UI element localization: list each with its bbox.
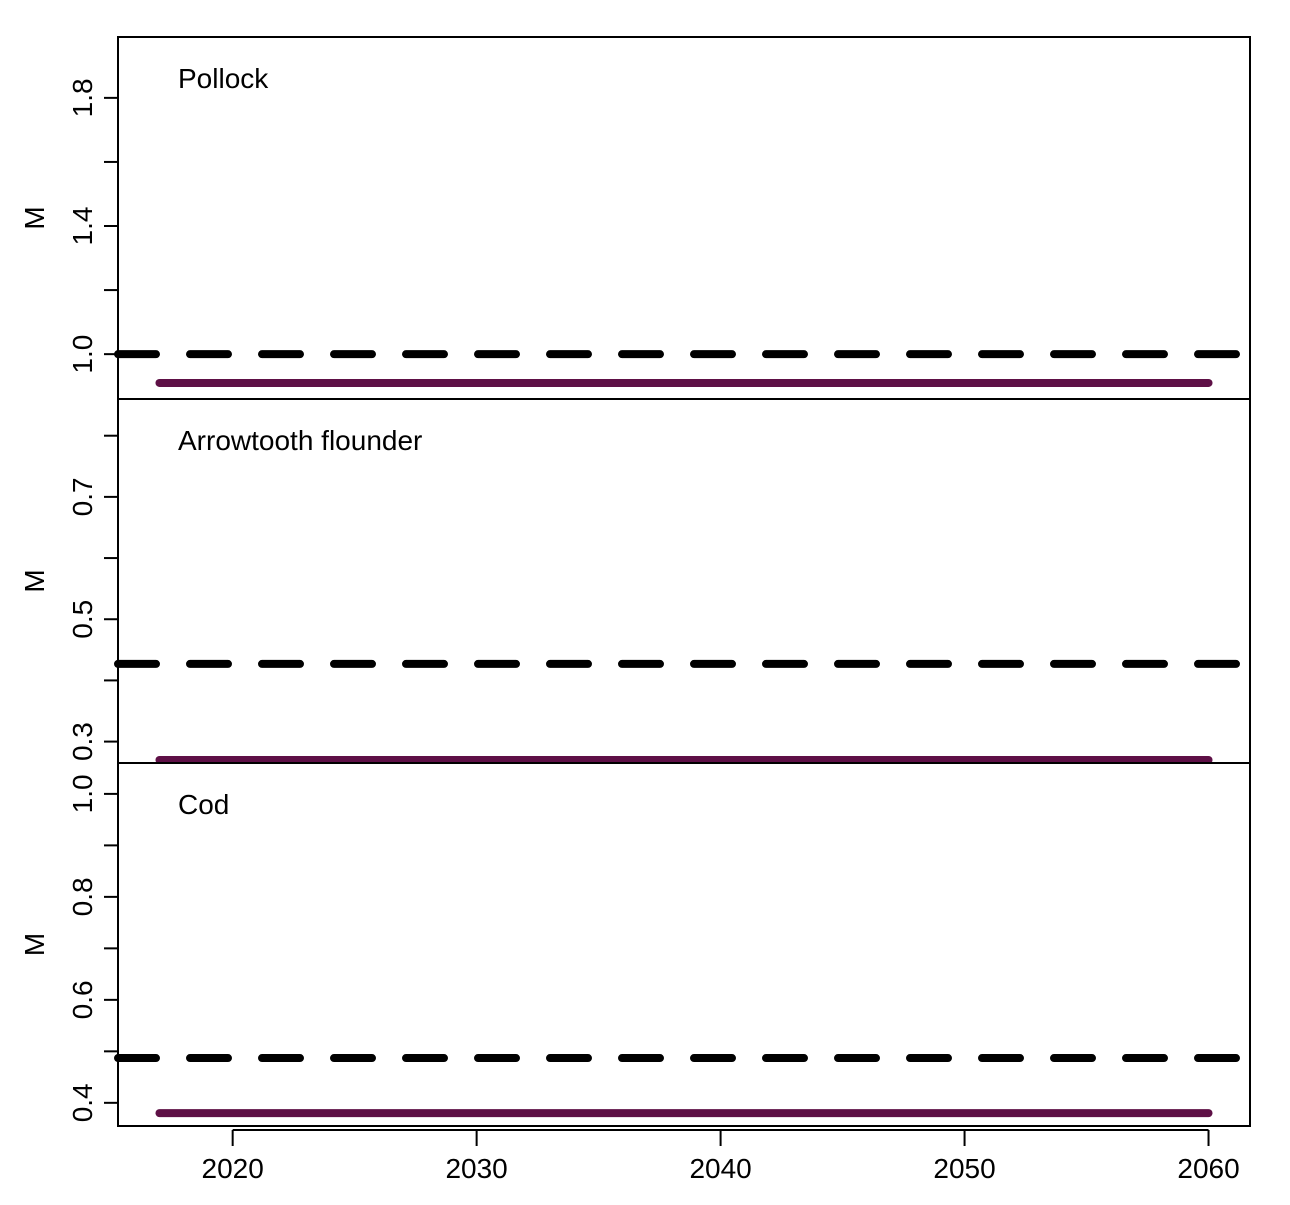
panel-2-y-tick-label-1: 0.3 — [67, 722, 98, 761]
panel-frame-3 — [117, 762, 1251, 1127]
panel-3-y-tick-label-2: 0.6 — [67, 980, 98, 1019]
panel-1-y-tick-label-1: 1.0 — [67, 335, 98, 374]
x-tick-label-5: 2060 — [1177, 1153, 1239, 1184]
panel-2-y-tick-label-3: 0.7 — [67, 477, 98, 516]
x-tick-label-2: 2030 — [445, 1153, 507, 1184]
panel-3-y-tick-label-4: 1.0 — [67, 774, 98, 813]
panel-3-y-tick-label-3: 0.8 — [67, 877, 98, 916]
panel-1-y-axis-label: M — [19, 206, 50, 229]
panel-1-y-tick-label-2: 1.4 — [67, 207, 98, 246]
panel-1-title: Pollock — [178, 63, 269, 94]
x-tick-label-4: 2050 — [933, 1153, 995, 1184]
panel-2-title: Arrowtooth flounder — [178, 425, 422, 456]
panel-2-y-tick-label-2: 0.5 — [67, 600, 98, 639]
x-tick-label-3: 2040 — [689, 1153, 751, 1184]
panel-2-y-axis-label: M — [19, 569, 50, 592]
panel-3-y-tick-label-1: 0.4 — [67, 1083, 98, 1122]
panel-frame-1 — [117, 36, 1251, 400]
panel-3-y-axis-label: M — [19, 933, 50, 956]
x-tick-label-1: 2020 — [202, 1153, 264, 1184]
panel-1-y-tick-label-3: 1.8 — [67, 78, 98, 117]
panel-3-title: Cod — [178, 789, 229, 820]
